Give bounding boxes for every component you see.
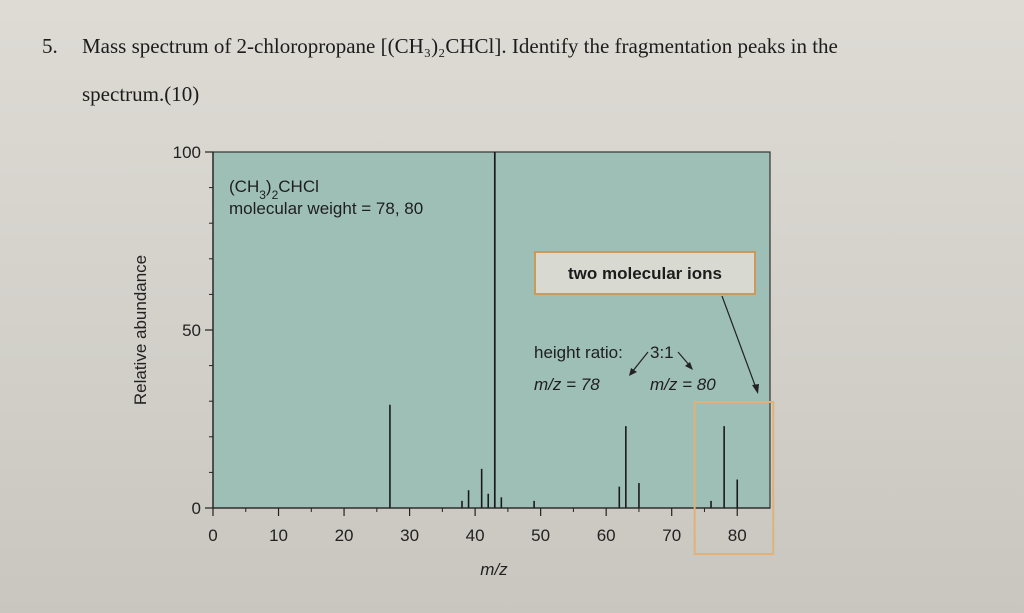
height-ratio-label: height ratio: xyxy=(534,343,623,362)
mz80-label: m/z = 80 xyxy=(650,375,716,394)
x-tick-label-20: 20 xyxy=(335,526,354,545)
question-line-2: spectrum.(10) xyxy=(82,82,200,106)
y-tick-label-100: 100 xyxy=(173,143,201,162)
x-tick-label-50: 50 xyxy=(531,526,550,545)
callout-box xyxy=(534,251,756,295)
molecular-weight-annotation: molecular weight = 78, 80 xyxy=(229,199,423,218)
x-tick-label-40: 40 xyxy=(466,526,485,545)
arrowhead-mz78 xyxy=(629,368,637,376)
x-axis-label: m/z xyxy=(480,560,508,579)
x-tick-label-80: 80 xyxy=(728,526,747,545)
question-line-1: Mass spectrum of 2-chloropropane [(CH₃)₂… xyxy=(82,34,838,58)
question-text: Mass spectrum of 2-chloropropane [(CH₃)₂… xyxy=(82,22,1002,118)
molecular-ion-highlight-box xyxy=(693,401,775,555)
arrowhead-mz80 xyxy=(685,362,693,370)
arrow-to-mz78 xyxy=(631,351,649,373)
question-number: 5. xyxy=(42,34,58,58)
x-tick-label-70: 70 xyxy=(662,526,681,545)
x-tick-label-30: 30 xyxy=(400,526,419,545)
y-tick-label-0: 0 xyxy=(192,499,201,518)
height-ratio-value: 3:1 xyxy=(650,343,674,362)
y-axis-label: Relative abundance xyxy=(131,255,150,405)
plot-background xyxy=(212,151,771,509)
x-tick-label-10: 10 xyxy=(269,526,288,545)
x-tick-label-0: 0 xyxy=(208,526,217,545)
callout-pointer-line xyxy=(721,295,757,389)
axes-group: 0 10 20 30 40 50 60 70 80 0 50 100 xyxy=(173,143,770,545)
callout-pointer-arrowhead xyxy=(752,384,759,394)
x-tick-label-60: 60 xyxy=(597,526,616,545)
mz78-label: m/z = 78 xyxy=(534,375,600,394)
y-tick-label-50: 50 xyxy=(182,321,201,340)
callout-text: two molecular ions xyxy=(568,264,722,283)
